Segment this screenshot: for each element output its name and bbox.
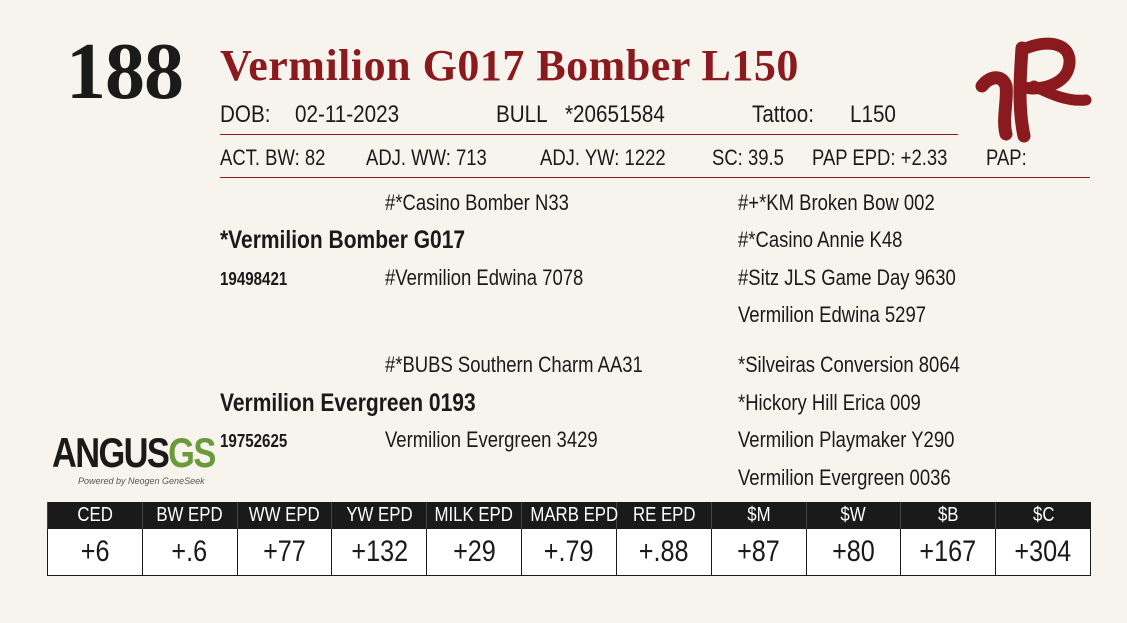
epd-value: +87 — [710, 528, 807, 576]
performance-row: ACT. BW: 82 ADJ. WW: 713 ADJ. YW: 1222 S… — [220, 141, 1090, 178]
dam-dam-sire: Vermilion Playmaker Y290 — [738, 427, 955, 452]
epd-value: +304 — [995, 528, 1091, 576]
sire-name: *Vermilion Bomber G017 — [220, 226, 466, 254]
pap-epd: PAP EPD: +2.33 — [812, 145, 948, 170]
tattoo-value: L150 — [850, 101, 896, 128]
pap: PAP: — [986, 145, 1027, 170]
angus-logo-word: ANGUS — [52, 429, 170, 476]
epd-value: +167 — [900, 528, 997, 576]
registration-number: *20651584 — [565, 101, 665, 128]
epd-header: YW EPD — [331, 502, 427, 529]
adj-yw: ADJ. YW: 1222 — [540, 145, 666, 170]
epd-header: WW EPD — [236, 502, 332, 529]
epd-header: MARB EPD — [521, 502, 618, 529]
epd-table: CED BW EPD WW EPD YW EPD MILK EPD MARB E… — [47, 502, 1091, 576]
lot-number: 188 — [66, 28, 184, 116]
animal-details-row: DOB: 02-11-2023 BULL *20651584 Tattoo: L… — [220, 98, 958, 135]
epd-value: +29 — [426, 528, 523, 576]
sire-sire-sire: #+*KM Broken Bow 002 — [738, 190, 935, 215]
sire-dam-dam: Vermilion Edwina 5297 — [738, 302, 927, 327]
sire-dam-sire: #Sitz JLS Game Day 9630 — [738, 265, 956, 290]
epd-header-row: CED BW EPD WW EPD YW EPD MILK EPD MARB E… — [47, 502, 1091, 529]
dam-name: Vermilion Evergreen 0193 — [220, 389, 476, 417]
epd-header: $W — [805, 502, 901, 529]
vr-brand-logo — [975, 37, 1092, 143]
sire-sire-dam: #*Casino Annie K48 — [738, 227, 903, 252]
epd-value: +77 — [236, 528, 333, 576]
epd-value-row: +6 +.6 +77 +132 +29 +.79 +.88 +87 +80 +1… — [47, 528, 1091, 576]
act-bw: ACT. BW: 82 — [220, 145, 326, 170]
animal-name: Vermilion G017 Bomber L150 — [220, 41, 799, 90]
scrotal-circumference: SC: 39.5 — [712, 145, 784, 170]
epd-header: RE EPD — [615, 502, 712, 529]
epd-value: +80 — [805, 528, 902, 576]
epd-header: MILK EPD — [426, 502, 522, 529]
angus-gs-logo: ANGUSGS Powered by Neogen GeneSeek — [52, 429, 216, 492]
dam-sire-dam: *Hickory Hill Erica 009 — [738, 390, 921, 415]
dam-registration: 19752625 — [220, 431, 288, 451]
epd-value: +.79 — [521, 528, 617, 576]
sire-registration: 19498421 — [220, 269, 288, 289]
dam-sire: #*BUBS Southern Charm AA31 — [385, 352, 643, 377]
epd-header: $M — [710, 502, 806, 529]
sire-sire: #*Casino Bomber N33 — [385, 190, 569, 215]
epd-header: $B — [900, 502, 996, 529]
epd-header: $C — [995, 502, 1091, 529]
adj-ww: ADJ. WW: 713 — [366, 145, 487, 170]
epd-header: CED — [47, 502, 143, 529]
sire-dam: #Vermilion Edwina 7078 — [385, 265, 584, 290]
angus-logo-suffix: GS — [168, 429, 216, 476]
sex: BULL — [496, 101, 548, 128]
dam-dam-dam: Vermilion Evergreen 0036 — [738, 465, 951, 490]
epd-value: +132 — [331, 528, 428, 576]
epd-value: +6 — [47, 528, 143, 576]
dam-dam: Vermilion Evergreen 3429 — [385, 427, 598, 452]
tattoo-label: Tattoo: — [752, 101, 814, 128]
dam-sire-sire: *Silveiras Conversion 8064 — [738, 352, 960, 377]
dob-label: DOB: — [220, 101, 271, 128]
epd-value: +.6 — [141, 528, 238, 576]
dob-value: 02-11-2023 — [295, 101, 400, 128]
angus-logo-tagline: Powered by Neogen GeneSeek — [78, 476, 205, 486]
epd-value: +.88 — [615, 528, 712, 576]
epd-header: BW EPD — [141, 502, 238, 529]
